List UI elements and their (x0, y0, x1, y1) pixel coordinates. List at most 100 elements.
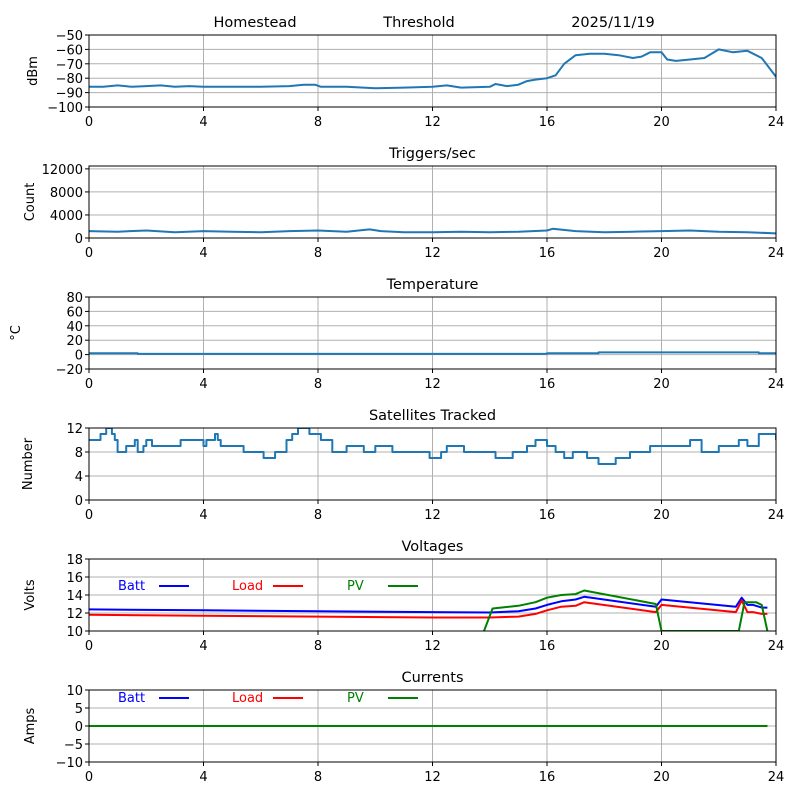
y-tick-label: −5 (64, 738, 83, 753)
x-tick-label: 0 (85, 246, 93, 261)
y-tick-label: −100 (47, 101, 83, 116)
y-tick-label: −60 (56, 43, 83, 58)
x-tick-label: 8 (314, 770, 322, 785)
series-load (89, 599, 768, 619)
x-tick-label: 0 (85, 508, 93, 523)
x-tick-label: 20 (653, 377, 670, 392)
x-tick-label: 4 (199, 639, 207, 654)
legend-label-batt: Batt (118, 691, 145, 706)
y-tick-label: 12 (66, 422, 83, 437)
legend-label-batt: Batt (118, 579, 145, 594)
x-tick-label: 12 (424, 770, 441, 785)
x-tick-label: 8 (314, 508, 322, 523)
y-tick-label: 10 (66, 684, 83, 699)
panel-title: Satellites Tracked (369, 408, 496, 424)
x-tick-label: 20 (653, 639, 670, 654)
panel-currents: 0 4 8 12 16 20 24 −10 −5 0 5 10 Currents Amps Batt Load… (23, 670, 784, 785)
x-tick-label: 16 (539, 639, 556, 654)
x-tick-label: 24 (768, 508, 785, 523)
y-axis-label: Number (21, 437, 36, 490)
x-tick-label: 24 (768, 246, 785, 261)
y-tick-label: 8 (75, 446, 83, 461)
panel-signal: 0 4 8 12 16 20 24 −100−90−80−70−60−50 dBm (26, 29, 784, 130)
x-tick-label: 8 (314, 639, 322, 654)
x-tick-label: 8 (314, 115, 322, 130)
y-tick-label: 10 (66, 625, 83, 640)
y-tick-label: 40 (66, 320, 83, 335)
y-tick-label: −80 (56, 72, 83, 87)
x-tick-label: 0 (85, 115, 93, 130)
x-tick-label: 0 (85, 377, 93, 392)
y-axis-label: dBm (26, 56, 41, 86)
x-tick-label: 4 (199, 770, 207, 785)
panel-title: Triggers/sec (388, 146, 476, 162)
y-tick-label: 12000 (42, 163, 83, 178)
y-tick-label: 20 (66, 334, 83, 349)
x-tick-label: 20 (653, 246, 670, 261)
x-tick-label: 12 (424, 377, 441, 392)
x-tick-label: 20 (653, 770, 670, 785)
x-tick-label: 20 (653, 115, 670, 130)
y-tick-label: 18 (66, 553, 83, 568)
x-tick-label: 0 (85, 639, 93, 654)
y-tick-label: −50 (56, 29, 83, 44)
y-tick-label: 0 (75, 720, 83, 735)
y-tick-label: 5 (75, 702, 83, 717)
y-tick-label: 14 (66, 589, 83, 604)
y-axis-label: Volts (23, 579, 38, 611)
x-tick-label: 0 (85, 770, 93, 785)
legend-label-pv: PV (347, 579, 364, 594)
panel-title: Temperature (386, 277, 479, 293)
y-tick-label: 0 (75, 232, 83, 247)
y-tick-label: 60 (66, 305, 83, 320)
y-tick-label: 8000 (50, 186, 83, 201)
y-axis-label: Amps (23, 707, 38, 744)
x-tick-label: 12 (424, 508, 441, 523)
y-axis-label: Count (23, 183, 38, 222)
panel-title: Currents (401, 670, 463, 686)
panel-voltages: 0 4 8 12 16 20 24 10 12 14 16 18 Voltages Volts Batt Lo… (23, 539, 784, 654)
x-tick-label: 8 (314, 246, 322, 261)
y-tick-label: 16 (66, 571, 83, 586)
y-tick-label: −90 (56, 87, 83, 102)
x-tick-label: 8 (314, 377, 322, 392)
series-satellites (89, 428, 776, 465)
y-tick-label: 0 (75, 349, 83, 364)
y-tick-label: −70 (56, 58, 83, 73)
x-tick-label: 12 (424, 246, 441, 261)
panel-triggers: 0 4 8 12 16 20 24 0 4000 8000 12000 Triggers/sec Cou… (23, 146, 784, 261)
x-tick-label: 24 (768, 639, 785, 654)
y-axis-label: °C (9, 325, 24, 341)
panel-satellites: 0 4 8 12 16 20 24 0 4 8 12 Satellites Tracked Number (21, 408, 784, 523)
x-tick-label: 4 (199, 115, 207, 130)
x-tick-label: 24 (768, 377, 785, 392)
header-mode: Threshold (382, 15, 454, 31)
y-tick-label: 4000 (50, 209, 83, 224)
x-tick-label: 4 (199, 377, 207, 392)
x-tick-label: 16 (539, 377, 556, 392)
series-signal (89, 48, 776, 90)
x-tick-label: 16 (539, 115, 556, 130)
x-tick-label: 24 (768, 115, 785, 130)
series-batt (89, 595, 768, 614)
x-tick-label: 16 (539, 508, 556, 523)
series-triggers (89, 227, 776, 235)
header-site: Homestead (213, 15, 296, 31)
x-tick-label: 12 (424, 639, 441, 654)
y-tick-label: 80 (66, 291, 83, 306)
series-pv (483, 589, 769, 631)
x-tick-label: 16 (539, 246, 556, 261)
legend-label-pv: PV (347, 691, 364, 706)
header-date: 2025/11/19 (571, 15, 655, 31)
x-tick-label: 12 (424, 115, 441, 130)
legend-label-load: Load (232, 691, 263, 706)
x-tick-label: 20 (653, 508, 670, 523)
x-tick-label: 16 (539, 770, 556, 785)
legend-label-load: Load (232, 579, 263, 594)
y-tick-label: −10 (56, 756, 83, 771)
panel-title: Voltages (402, 539, 464, 555)
y-tick-label: 0 (75, 494, 83, 509)
series-temperature (89, 351, 776, 355)
